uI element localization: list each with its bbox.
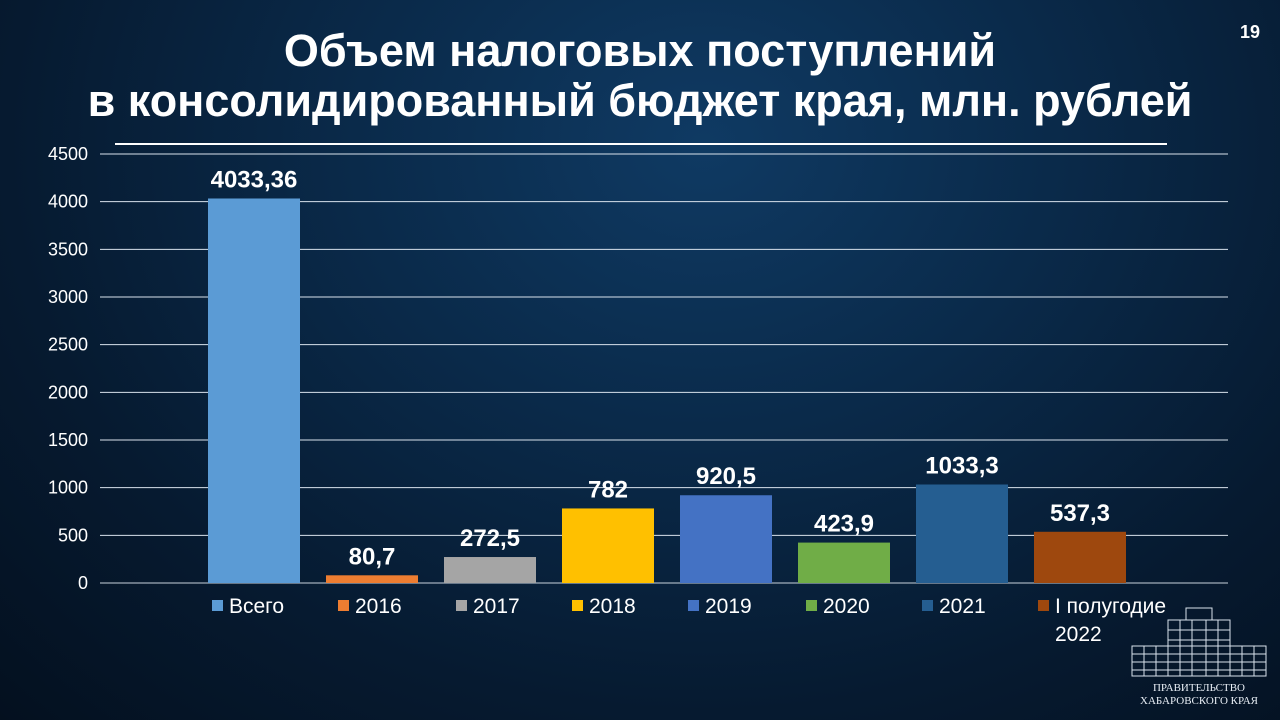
government-building-logo — [1131, 607, 1267, 677]
bar — [444, 557, 536, 583]
y-tick-label: 2500 — [48, 335, 88, 355]
data-label: 4033,36 — [211, 166, 298, 193]
title-line-1: Объем налоговых поступлений — [283, 25, 997, 76]
legend-label: 2020 — [823, 595, 870, 618]
data-label: 272,5 — [460, 525, 520, 552]
legend-swatch — [212, 600, 223, 611]
legend-swatch — [922, 600, 933, 611]
legend-label: Всего — [229, 595, 284, 618]
legend-swatch — [688, 600, 699, 611]
legend-swatch — [1038, 600, 1049, 611]
logo-caption: ПРАВИТЕЛЬСТВО ХАБАРОВСКОГО КРАЯ — [1118, 682, 1280, 708]
title-line-2: в консолидированный бюджет края, млн. ру… — [87, 75, 1193, 126]
title-divider — [115, 143, 1167, 145]
page-title: Объем налоговых поступлений в консолидир… — [0, 26, 1280, 126]
data-label: 423,9 — [814, 511, 874, 538]
data-label: 782 — [588, 476, 628, 503]
legend-label: 2017 — [473, 595, 520, 618]
y-tick-label: 3500 — [48, 239, 88, 259]
legend-label: 2021 — [939, 595, 986, 618]
data-label: 1033,3 — [925, 452, 998, 479]
y-tick-label: 4500 — [48, 144, 88, 164]
data-label: 537,3 — [1050, 500, 1110, 527]
legend-label: 2016 — [355, 595, 402, 618]
bar — [916, 484, 1008, 583]
y-tick-label: 1500 — [48, 430, 88, 450]
y-tick-label: 1000 — [48, 478, 88, 498]
data-label: 80,7 — [349, 543, 396, 570]
legend-swatch — [338, 600, 349, 611]
logo-caption-line-1: ПРАВИТЕЛЬСТВО — [1152, 682, 1245, 694]
bar — [326, 575, 418, 583]
legend-swatch — [806, 600, 817, 611]
legend-swatch — [572, 600, 583, 611]
bar — [562, 508, 654, 583]
bar — [680, 495, 772, 583]
y-tick-label: 4000 — [48, 192, 88, 212]
bar — [1034, 531, 1126, 583]
y-tick-label: 0 — [78, 573, 88, 593]
y-tick-label: 3000 — [48, 287, 88, 307]
bar — [208, 198, 300, 584]
legend-swatch — [456, 600, 467, 611]
legend-label: I полугодие — [1055, 595, 1166, 618]
slide-number: 19 — [1239, 22, 1260, 42]
legend-label: 2022 — [1055, 623, 1102, 646]
legend-label: 2019 — [705, 595, 752, 618]
legend-label: 2018 — [589, 595, 636, 618]
data-label: 920,5 — [696, 463, 756, 490]
bar — [798, 542, 890, 583]
y-tick-label: 2000 — [48, 382, 88, 402]
y-tick-label: 500 — [58, 525, 88, 545]
logo-caption-line-2: ХАБАРОВСКОГО КРАЯ — [1140, 695, 1258, 707]
